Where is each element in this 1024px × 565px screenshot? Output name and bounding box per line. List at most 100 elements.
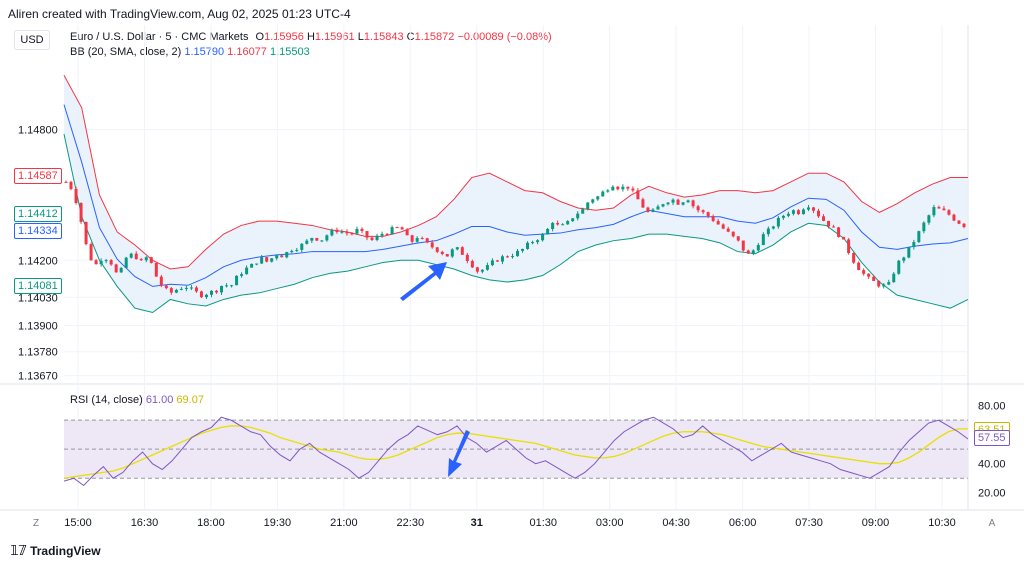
candle-body [365,231,369,238]
candle-body [806,207,810,210]
candle-body [174,289,178,293]
y-tick-label: 1.13900 [18,321,58,333]
bb-basis-value: 1.15790 [184,46,225,58]
candle-body [736,236,740,241]
currency-badge[interactable]: USD [14,30,50,50]
rsi-ma-line [63,425,968,479]
candle-body [756,244,760,251]
open-label: O [255,31,265,43]
x-tick-label: 16:30 [131,517,159,529]
candle-body [842,236,846,240]
candle-body [636,190,640,200]
created-by-text: Aliren created with TradingView.com, Aug… [8,7,351,21]
candle-body [94,260,98,265]
x-tick-label: 19:30 [264,517,292,529]
candle-body [942,208,946,211]
candle-body [686,200,690,203]
candle-body [300,243,304,250]
candle-body [892,273,896,283]
candle-body [245,267,249,275]
bb-lower-line [63,133,969,314]
candle-body [701,210,705,213]
candle-body [872,276,876,281]
candle-body [169,288,173,293]
candle-body [385,233,389,235]
candle-body [952,214,956,221]
candle-body [510,256,514,258]
candle-body [310,237,314,241]
bb-legend: BB (20, SMA, close, 2) 1.15790 1.16077 1… [70,46,310,58]
candle-body [882,284,886,287]
candle-body [576,213,580,219]
candle-body [320,240,324,242]
candle-body [345,231,349,234]
candle-body [400,227,404,230]
symbol-name: Euro / U.S. Dollar · 5 · CMC Markets [70,31,249,43]
candle-body [134,253,138,260]
candle-body [500,256,504,262]
candle-body [420,238,424,240]
candle-body [129,253,133,258]
candle-body [89,244,93,261]
candle-body [887,282,891,285]
candle-body [912,242,916,247]
candle-body [771,226,775,229]
candle-body [581,209,585,214]
candle-body [766,228,770,235]
candle-body [280,255,284,258]
candle-body [897,260,901,274]
candle-body [681,202,685,205]
indicator-lines [63,74,969,314]
zoom-z-button: Z [33,518,39,529]
open-value: 1.15956 [264,31,304,43]
candle-body [536,240,540,243]
y-tick-label: 1.13670 [18,371,58,383]
candle-body [556,222,560,225]
candle-body [786,213,790,216]
candle-body [862,270,866,274]
candle-body [189,287,193,289]
bb-label: BB (20, SMA, close, 2) [70,46,182,58]
price-label: 1.14412 [14,206,62,223]
candle-body [776,217,780,227]
candle-body [184,287,188,289]
candle-body [922,222,926,232]
candle-body [847,239,851,254]
candle-body [455,247,459,250]
candle-body [104,260,108,262]
candle-body [179,288,183,290]
candle-body [375,235,379,240]
candle-body [325,235,329,241]
candle-body [109,260,113,265]
high-label: H [306,31,315,43]
rsi-value: 61.00 [145,394,174,406]
candle-body [596,196,600,200]
tradingview-logo-icon: 𝟙𝟟 [10,543,27,558]
candle-body [485,265,489,270]
x-tick-label: 21:00 [330,517,358,529]
candle-body [611,186,615,191]
candle-body [666,202,670,205]
change-value: −0.00089 (−0.08%) [457,31,552,43]
bb-lower-value: 1.15503 [269,46,310,58]
candle-body [917,231,921,243]
candle-body [822,216,826,221]
axes: 1.14800 1.14200 1.14030 1.13900 1.13780 1.136… [18,125,1006,529]
x-tick-label: 10:30 [928,517,956,529]
x-tick-label: 07:30 [795,517,823,529]
candle-body [571,218,575,222]
candle-body [801,209,805,215]
bb-fill [64,75,968,313]
high-value: 1.15961 [314,31,355,43]
candle-body [651,209,655,212]
candle-body [932,207,936,216]
candle-body [731,231,735,237]
candle-body [741,240,745,251]
candle-body [430,242,434,248]
close-value: 1.15872 [414,31,455,43]
candle-body [69,181,73,189]
rsi-pane [63,416,969,487]
candle-body [586,202,590,210]
candle-body [521,248,525,251]
